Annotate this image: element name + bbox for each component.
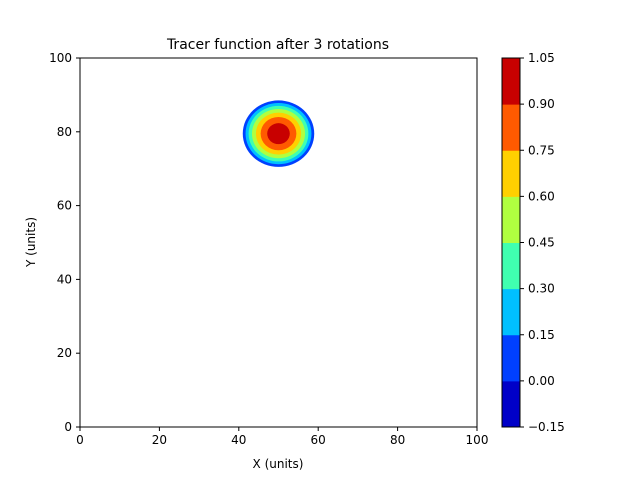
- y-tick-label: 80: [57, 125, 72, 139]
- y-tick-label: 60: [57, 199, 72, 213]
- colorbar-segment: [502, 196, 520, 243]
- colorbar-segment: [502, 380, 520, 428]
- x-tick-label: 60: [311, 433, 326, 447]
- colorbar-segment: [502, 150, 520, 197]
- x-tick-label: 80: [390, 433, 405, 447]
- contour-band-7: [267, 123, 290, 145]
- y-tick-label: 40: [57, 272, 72, 286]
- y-tick-label: 0: [64, 420, 72, 434]
- colorbar-tick-label: 0.60: [528, 189, 555, 203]
- plot-area: [242, 100, 315, 167]
- x-tick-label: 40: [231, 433, 246, 447]
- y-axis-label: Y (units): [24, 217, 38, 268]
- y-tick-label: 20: [57, 346, 72, 360]
- colorbar-segment: [502, 334, 520, 382]
- colorbar-segment: [502, 288, 520, 336]
- chart-title: Tracer function after 3 rotations: [166, 37, 389, 53]
- colorbar-tick-label: 0.75: [528, 143, 555, 157]
- colorbar-segment: [502, 58, 520, 105]
- colorbar-tick-label: 0.00: [528, 374, 555, 388]
- plot-frame: [79, 57, 478, 428]
- colorbar-tick-label: 0.30: [528, 282, 555, 296]
- x-tick-label: 100: [466, 433, 489, 447]
- colorbar-tick-label: 0.15: [528, 328, 555, 342]
- colorbar-tick-label: 0.45: [528, 236, 555, 250]
- colorbar-tick-label: 1.05: [528, 51, 555, 65]
- colorbar-segment: [502, 104, 520, 151]
- x-tick-label: 20: [152, 433, 167, 447]
- x-axis-label: X (units): [253, 457, 304, 471]
- colorbar-segment: [502, 242, 520, 290]
- x-axis: 0 20 40 60 80 100: [76, 427, 488, 447]
- y-axis: 0 20 40 60 80 100: [49, 51, 80, 434]
- colorbar-tick-label: −0.15: [528, 420, 565, 434]
- colorbar: −0.15 0.00 0.15 0.30 0.45 0.60 0.75 0.90 1.05: [501, 51, 565, 434]
- y-tick-label: 100: [49, 51, 72, 65]
- colorbar-tick-label: 0.90: [528, 97, 555, 111]
- x-tick-label: 0: [76, 433, 84, 447]
